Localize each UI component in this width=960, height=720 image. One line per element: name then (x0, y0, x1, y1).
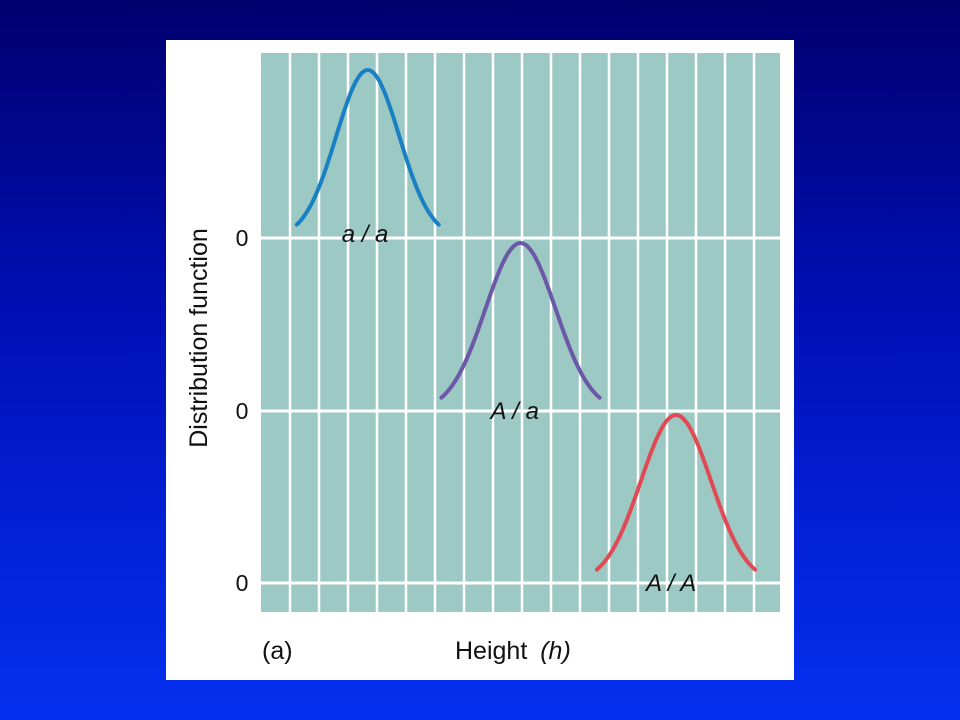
y-tick-label-zero: 0 (236, 225, 249, 251)
curves (294, 67, 758, 572)
panel-label: (a) (262, 637, 293, 665)
grid (261, 53, 780, 612)
x-axis-title-main: Height (455, 637, 527, 665)
genotype-label: A / A (644, 570, 696, 597)
genotype-labels: a / a A / a A / A (342, 221, 697, 597)
y-tick-label-zero: 0 (236, 398, 249, 424)
y-tick-label-zero: 0 (236, 570, 249, 596)
distribution-curve (439, 240, 602, 400)
plot-area (261, 53, 780, 612)
distribution-curve (294, 67, 441, 227)
x-axis-title-symbol: (h) (540, 637, 571, 665)
y-axis-title: Distribution function (185, 228, 213, 448)
genotype-label: A / a (489, 398, 539, 425)
x-axis-title: Height (h) (455, 637, 571, 665)
zero-tick-labels: 0 0 0 (236, 225, 249, 596)
distribution-curve (594, 412, 758, 572)
genotype-label: a / a (342, 221, 389, 248)
